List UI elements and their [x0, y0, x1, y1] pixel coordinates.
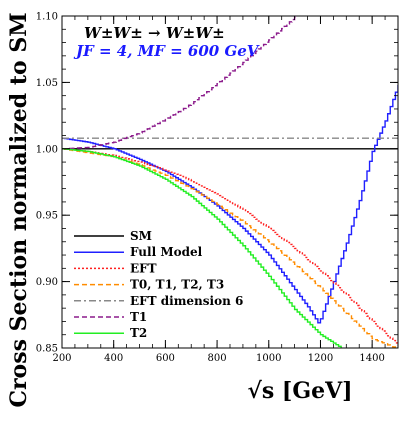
series-line-t1 [62, 16, 298, 150]
x-tick-label: 1000 [256, 353, 281, 364]
legend-label-sm: SM [130, 229, 152, 243]
legend-label-eft-dimension-6: EFT dimension 6 [130, 294, 243, 308]
legend-label-t1: T1 [130, 310, 147, 324]
legend-label-t0-t1-t2-t3: T0, T1, T2, T3 [130, 278, 224, 292]
series-layer [62, 16, 398, 348]
x-tick-label: 800 [208, 353, 227, 364]
x-tick-label: 1400 [359, 353, 384, 364]
series-line-full-model [62, 85, 398, 324]
x-tick-label: 200 [52, 353, 71, 364]
x-tick-label: 400 [104, 353, 123, 364]
legend-label-eft: EFT [130, 261, 157, 275]
y-tick-label: 1.00 [36, 144, 58, 155]
x-axis-label: √s [GeV] [247, 378, 352, 404]
parameter-annotation: JF = 4, MF = 600 GeV [73, 42, 260, 60]
y-tick-label: 0.85 [36, 344, 58, 355]
x-tick-label: 1200 [308, 353, 333, 364]
series-line-eft [62, 148, 398, 346]
ticks-layer: 200 400 600 800 1000 1200 1400 0.85 0.90 0.95 1.00… [36, 12, 399, 364]
legend: SM Full Model EFT T0, T1, T2, T3 EFT dimensi… [74, 229, 243, 340]
y-tick-label: 1.05 [36, 78, 58, 89]
process-annotation: W±W± → W±W± [84, 24, 225, 42]
y-axis-label: Cross Section normalized to SM [6, 12, 32, 407]
legend-label-t2: T2 [130, 326, 147, 340]
x-tick-label: 600 [156, 353, 175, 364]
y-tick-label: 0.95 [36, 211, 58, 222]
y-tick-label: 0.90 [36, 277, 58, 288]
legend-label-full-model: Full Model [130, 245, 203, 259]
y-tick-label: 1.10 [36, 12, 58, 23]
series-line-t2 [62, 148, 342, 348]
plot-background [62, 16, 398, 348]
